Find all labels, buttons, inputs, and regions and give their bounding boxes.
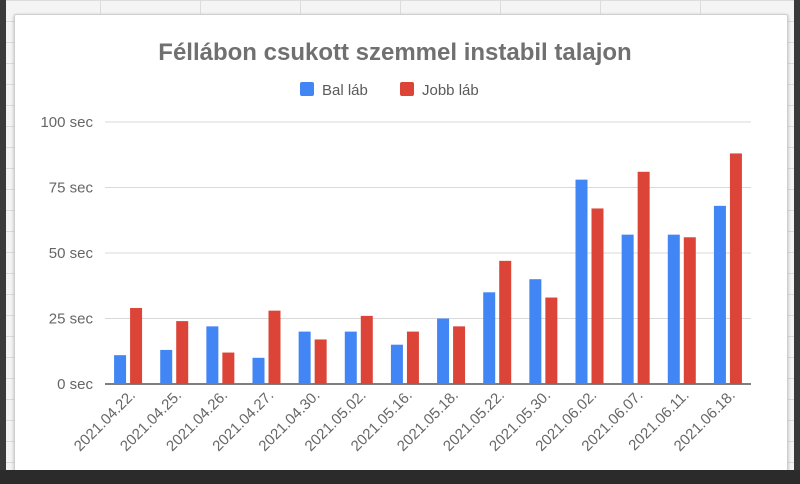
bar-jobb-lab[interactable] <box>499 260 512 384</box>
y-tick-label: 75 sec <box>49 180 94 197</box>
bar-bal-lab[interactable] <box>114 355 127 384</box>
bar-jobb-lab[interactable] <box>545 297 558 384</box>
bar-jobb-lab[interactable] <box>360 315 373 384</box>
bar-jobb-lab[interactable] <box>222 352 235 384</box>
bar-bal-lab[interactable] <box>298 331 311 384</box>
bar-bal-lab[interactable] <box>621 234 634 384</box>
chart-bars <box>114 153 742 384</box>
y-axis-ticks: 0 sec 25 sec 50 sec 75 sec 100 sec <box>40 114 93 393</box>
bar-bal-lab[interactable] <box>483 292 496 384</box>
legend-label: Bal láb <box>322 82 368 99</box>
bar-jobb-lab[interactable] <box>591 208 604 384</box>
y-tick-label: 0 sec <box>57 376 93 393</box>
window-frame-bottom <box>0 470 800 484</box>
bar-bal-lab[interactable] <box>160 349 173 384</box>
bar-jobb-lab[interactable] <box>130 308 143 384</box>
window-frame-right <box>794 0 800 484</box>
bar-bal-lab[interactable] <box>344 331 357 384</box>
bar-jobb-lab[interactable] <box>637 171 650 384</box>
chart-legend: Bal láb Jobb láb <box>300 82 479 99</box>
legend-swatch <box>300 82 314 96</box>
legend-label: Jobb láb <box>422 82 479 99</box>
x-axis-ticks: 2021.04.22.2021.04.25.2021.04.26.2021.04… <box>71 387 739 455</box>
window-frame-left <box>0 0 6 484</box>
bar-bal-lab[interactable] <box>390 344 403 384</box>
bar-bal-lab[interactable] <box>437 318 450 385</box>
bar-bal-lab[interactable] <box>575 179 588 384</box>
bar-jobb-lab[interactable] <box>406 331 419 384</box>
chart-gridlines <box>105 121 751 385</box>
bar-jobb-lab[interactable] <box>729 153 742 384</box>
bar-jobb-lab[interactable] <box>314 339 327 384</box>
bar-bal-lab[interactable] <box>252 357 265 384</box>
y-tick-label: 100 sec <box>40 114 93 131</box>
chart-card[interactable]: Féllábon csukott szemmel instabil talajo… <box>14 14 788 474</box>
bar-jobb-lab[interactable] <box>268 310 281 384</box>
bar-bal-lab[interactable] <box>713 205 726 384</box>
bar-bal-lab[interactable] <box>667 234 680 384</box>
bar-jobb-lab[interactable] <box>683 237 696 384</box>
y-tick-label: 50 sec <box>49 245 94 262</box>
chart-title: Féllábon csukott szemmel instabil talajo… <box>158 39 631 66</box>
y-tick-label: 25 sec <box>49 311 94 328</box>
bar-bal-lab[interactable] <box>529 279 542 384</box>
bar-jobb-lab[interactable] <box>453 326 466 384</box>
legend-swatch <box>400 82 414 96</box>
bar-chart: Féllábon csukott szemmel instabil talajo… <box>40 39 751 455</box>
bar-bal-lab[interactable] <box>206 326 219 384</box>
bar-jobb-lab[interactable] <box>176 321 189 384</box>
